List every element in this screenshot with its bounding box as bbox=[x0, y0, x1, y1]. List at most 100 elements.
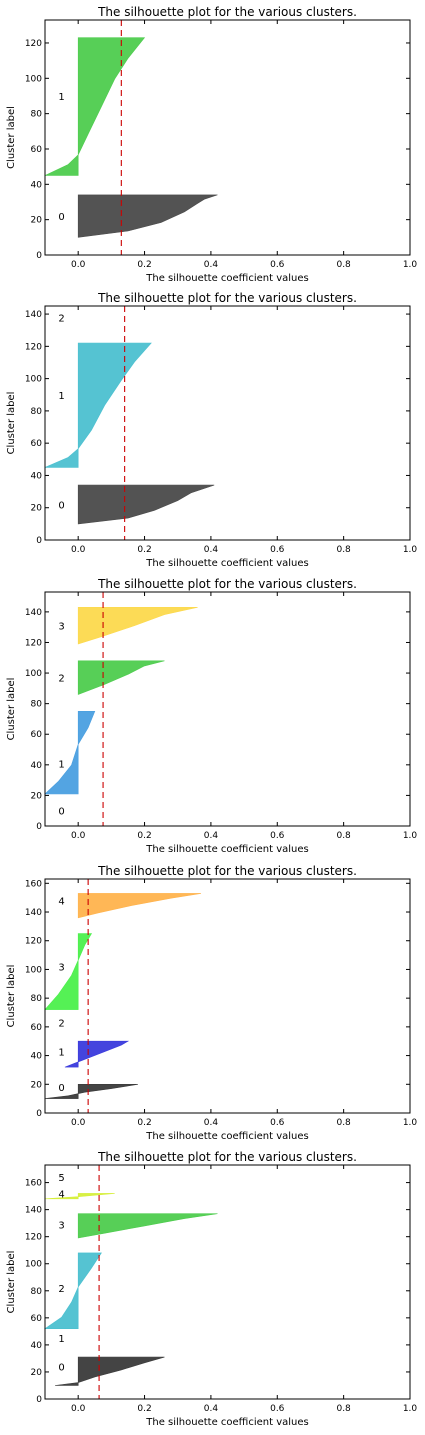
x-tick-label: 1.0 bbox=[403, 831, 418, 841]
y-tick-label: 40 bbox=[31, 761, 43, 771]
y-axis-label: Cluster label bbox=[6, 106, 17, 169]
x-axis-label: The silhouette coefficient values bbox=[145, 844, 309, 855]
x-tick-label: 0.0 bbox=[71, 1404, 86, 1414]
y-tick-label: 80 bbox=[31, 110, 43, 120]
cluster-3-silhouette bbox=[44, 933, 93, 1010]
axes-frame bbox=[44, 591, 411, 827]
cluster-label-3: 3 bbox=[58, 622, 64, 633]
x-tick-label: 0.6 bbox=[270, 260, 285, 270]
cluster-3-silhouette bbox=[77, 1213, 218, 1239]
x-tick-label: 0.6 bbox=[270, 545, 285, 555]
cluster-0-silhouette bbox=[77, 194, 218, 238]
axes-frame bbox=[44, 305, 411, 541]
x-tick-label: 1.0 bbox=[403, 1404, 418, 1414]
x-tick-label: 0.4 bbox=[204, 1404, 219, 1414]
y-axis-label: Cluster label bbox=[6, 965, 17, 1028]
x-tick-label: 0.0 bbox=[71, 831, 86, 841]
y-tick-label: 100 bbox=[25, 669, 42, 679]
y-tick-label: 0 bbox=[36, 1109, 42, 1119]
y-tick-label: 40 bbox=[31, 1052, 43, 1062]
axes-frame bbox=[44, 878, 411, 1114]
x-tick-label: 0.4 bbox=[204, 1118, 219, 1128]
x-tick-label: 0.4 bbox=[204, 260, 219, 270]
y-tick-label: 120 bbox=[25, 937, 42, 947]
x-tick-label: 0.6 bbox=[270, 1118, 285, 1128]
y-tick-label: 120 bbox=[25, 1233, 42, 1243]
x-axis-label: The silhouette coefficient values bbox=[145, 273, 309, 284]
y-tick-label: 20 bbox=[31, 216, 43, 226]
cluster-3-silhouette bbox=[77, 607, 198, 645]
cluster-0-silhouette bbox=[77, 484, 215, 525]
cluster-label-1: 1 bbox=[58, 92, 64, 103]
cluster-label-4: 4 bbox=[58, 897, 64, 908]
y-tick-label: 60 bbox=[31, 1023, 43, 1033]
cluster-label-1: 1 bbox=[58, 1334, 64, 1345]
cluster-label-3: 3 bbox=[58, 963, 64, 974]
cluster-label-3: 3 bbox=[58, 1221, 64, 1232]
x-tick-label: 0.0 bbox=[71, 260, 86, 270]
cluster-label-2: 2 bbox=[58, 674, 64, 685]
chart-title: The silhouette plot for the various clus… bbox=[97, 291, 357, 305]
x-tick-label: 0.0 bbox=[71, 545, 86, 555]
cluster-4-silhouette bbox=[44, 1193, 115, 1200]
cluster-label-5: 5 bbox=[58, 1173, 64, 1184]
x-tick-label: 0.8 bbox=[336, 260, 351, 270]
y-tick-label: 0 bbox=[36, 536, 42, 546]
y-tick-label: 140 bbox=[25, 1206, 42, 1216]
x-tick-label: 0.2 bbox=[137, 831, 151, 841]
y-tick-label: 160 bbox=[25, 1179, 42, 1189]
y-tick-label: 80 bbox=[31, 407, 43, 417]
cluster-1-silhouette bbox=[44, 37, 146, 176]
cluster-label-2: 2 bbox=[58, 1019, 64, 1030]
plot-area bbox=[45, 879, 410, 1113]
chart-panel-1: 0 1 2 0.0 0.2 0.4 0.6 0.8 1.0 0 20 40 60 80 100 120 140 T… bbox=[6, 291, 417, 569]
y-tick-label: 20 bbox=[31, 791, 43, 801]
cluster-label-4: 4 bbox=[58, 1189, 64, 1200]
cluster-label-1: 1 bbox=[58, 391, 64, 402]
y-tick-label: 140 bbox=[25, 608, 42, 618]
y-tick-label: 0 bbox=[36, 822, 42, 832]
axes-frame bbox=[44, 1164, 411, 1400]
y-tick-label: 20 bbox=[31, 504, 43, 514]
x-tick-label: 0.0 bbox=[71, 1118, 86, 1128]
y-tick-label: 140 bbox=[25, 908, 42, 918]
y-tick-label: 60 bbox=[31, 1314, 43, 1324]
y-tick-label: 120 bbox=[25, 638, 42, 648]
cluster-label-2: 2 bbox=[58, 1284, 64, 1295]
x-axis-label: The silhouette coefficient values bbox=[145, 558, 309, 569]
x-tick-label: 1.0 bbox=[403, 260, 418, 270]
y-tick-label: 80 bbox=[31, 700, 43, 710]
y-tick-label: 100 bbox=[25, 965, 42, 975]
y-tick-label: 60 bbox=[31, 730, 43, 740]
x-tick-label: 0.8 bbox=[336, 1118, 351, 1128]
y-tick-label: 80 bbox=[31, 1287, 43, 1297]
y-tick-label: 20 bbox=[31, 1368, 43, 1378]
x-axis-label: The silhouette coefficient values bbox=[145, 1417, 309, 1428]
y-tick-label: 100 bbox=[25, 1260, 42, 1270]
x-tick-label: 0.8 bbox=[336, 545, 351, 555]
y-tick-label: 0 bbox=[36, 251, 42, 261]
x-tick-label: 0.8 bbox=[336, 831, 351, 841]
y-tick-label: 120 bbox=[25, 342, 42, 352]
x-tick-label: 0.6 bbox=[270, 1404, 285, 1414]
y-axis-label: Cluster label bbox=[6, 1251, 17, 1314]
y-tick-label: 40 bbox=[31, 471, 43, 481]
cluster-label-1: 1 bbox=[58, 1047, 64, 1058]
cluster-label-1: 1 bbox=[58, 759, 64, 770]
cluster-1-silhouette bbox=[44, 342, 152, 468]
y-tick-label: 20 bbox=[31, 1080, 43, 1090]
x-tick-label: 0.2 bbox=[137, 1404, 151, 1414]
chart-title: The silhouette plot for the various clus… bbox=[97, 1150, 357, 1164]
chart-title: The silhouette plot for the various clus… bbox=[97, 864, 357, 878]
chart-panel-4: 0 1 2 3 4 5 0.0 0.2 0.4 0.6 0.8 1.0 0 20 40 60 80 100 120 1… bbox=[6, 1150, 417, 1428]
y-axis-label: Cluster label bbox=[6, 392, 17, 455]
x-tick-label: 1.0 bbox=[403, 1118, 418, 1128]
y-tick-label: 100 bbox=[25, 74, 42, 84]
y-axis-label: Cluster label bbox=[6, 678, 17, 741]
x-tick-label: 0.4 bbox=[204, 545, 219, 555]
chart-panel-2: 0 1 2 3 0.0 0.2 0.4 0.6 0.8 1.0 0 20 40 60 80 100 120 140… bbox=[6, 577, 417, 855]
cluster-4-silhouette bbox=[77, 893, 202, 919]
y-tick-label: 40 bbox=[31, 180, 43, 190]
y-tick-label: 80 bbox=[31, 994, 43, 1004]
